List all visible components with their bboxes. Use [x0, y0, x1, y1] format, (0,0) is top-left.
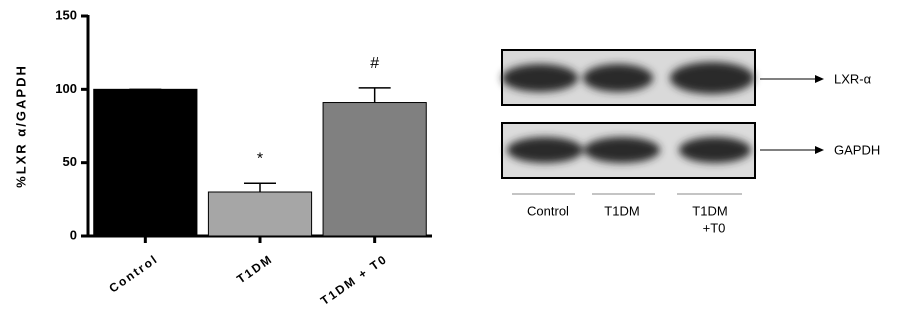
x-tick-label: T1DM [234, 252, 275, 287]
lane-label: T1DM [604, 203, 639, 218]
y-tick-label: 50 [63, 154, 77, 169]
bar [208, 192, 311, 236]
band-label: GAPDH [834, 142, 880, 157]
significance-mark: # [370, 55, 379, 72]
x-tick-label: T1DM + T0 [318, 252, 390, 308]
y-tick-label: 150 [55, 7, 77, 22]
lane-label: T1DM [692, 203, 727, 218]
x-tick-label: Control [106, 252, 160, 296]
figure: %LXR α/GAPDH 0 50 100 150 Control T1DM * T1DM +… [0, 0, 913, 333]
significance-mark: * [257, 150, 263, 167]
y-tick-label: 100 [55, 81, 77, 96]
arrow-head [815, 75, 824, 83]
y-axis-label: %LXR α/GAPDH [13, 64, 28, 188]
band-label: LXR-α [834, 71, 872, 86]
blot-bands [502, 62, 754, 163]
arrow-head [815, 146, 824, 154]
y-tick-label: 0 [70, 227, 77, 242]
plot: 0 50 100 150 Control T1DM * T1DM + T0 # [55, 7, 432, 308]
bar [323, 103, 426, 236]
lane-label: Control [527, 203, 569, 218]
bar [94, 89, 197, 236]
lane-label: +T0 [703, 220, 726, 235]
blot-panel: LXR-α GAPDH Control T1DM T1DM +T0 [502, 50, 880, 235]
